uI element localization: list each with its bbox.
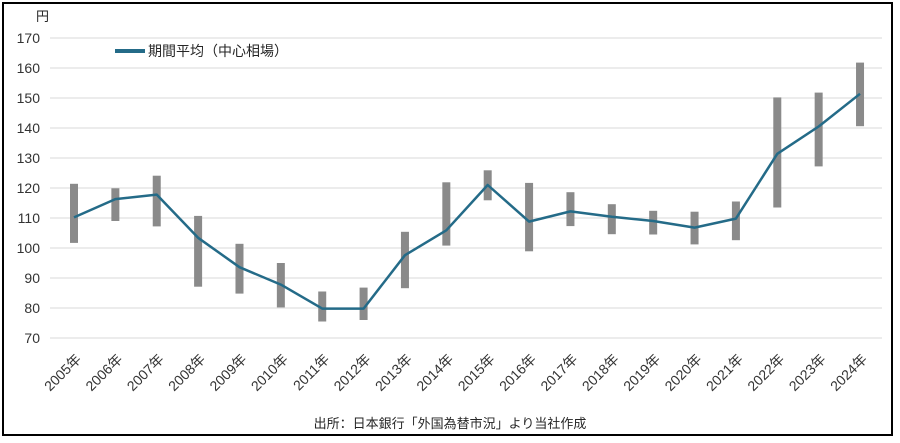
range-bar xyxy=(318,291,327,322)
x-tick-label: 2012年 xyxy=(330,351,373,394)
legend-line-swatch xyxy=(115,49,145,53)
x-tick-label: 2006年 xyxy=(82,351,125,394)
x-tick-label: 2017年 xyxy=(537,351,580,394)
range-bar xyxy=(194,215,203,287)
x-tick-label: 2015年 xyxy=(455,351,498,394)
range-bar xyxy=(111,188,120,221)
x-tick-label: 2018年 xyxy=(579,351,622,394)
range-bar xyxy=(442,182,451,246)
x-tick-label: 2007年 xyxy=(124,351,167,394)
x-tick-label: 2021年 xyxy=(703,351,746,394)
range-bar xyxy=(70,183,78,243)
y-tick-label: 70 xyxy=(24,330,40,346)
average-line xyxy=(73,92,861,310)
legend-series-label: 期間平均（中心相場） xyxy=(148,43,288,59)
x-tick-label: 2005年 xyxy=(41,351,84,394)
y-tick-label: 150 xyxy=(17,90,41,106)
range-bar xyxy=(814,92,823,167)
range-bar xyxy=(566,192,575,227)
range-bar xyxy=(607,204,616,235)
y-tick-label: 100 xyxy=(17,240,41,256)
range-bar xyxy=(649,210,658,235)
range-bar xyxy=(152,175,161,227)
x-tick-label: 2019年 xyxy=(620,351,663,394)
range-bar xyxy=(235,243,244,294)
x-tick-label: 2010年 xyxy=(248,351,291,394)
legend: 期間平均（中心相場） xyxy=(115,41,288,61)
x-tick-label: 2022年 xyxy=(744,351,787,394)
y-tick-label: 160 xyxy=(17,60,41,76)
x-tick-label: 2011年 xyxy=(290,351,333,394)
x-tick-label: 2008年 xyxy=(165,351,208,394)
range-bar xyxy=(731,201,740,241)
y-tick-label: 90 xyxy=(24,270,40,286)
y-tick-label: 130 xyxy=(17,150,41,166)
range-bar xyxy=(400,231,409,289)
range-bar xyxy=(359,287,368,320)
x-tick-label: 2023年 xyxy=(786,351,829,394)
y-tick-label: 120 xyxy=(17,180,41,196)
range-bar xyxy=(525,182,534,252)
y-axis-unit-label: 円 xyxy=(36,9,50,24)
x-tick-label: 2014年 xyxy=(413,351,456,394)
source-note: 出所：日本銀行「外国為替市況」より当社作成 xyxy=(313,416,587,431)
y-tick-label: 140 xyxy=(17,120,41,136)
x-tick-label: 2013年 xyxy=(372,351,415,394)
x-tick-label: 2009年 xyxy=(206,351,249,394)
y-tick-label: 80 xyxy=(24,300,40,316)
y-tick-label: 110 xyxy=(18,210,41,226)
x-tick-label: 2020年 xyxy=(661,351,704,394)
y-tick-label: 170 xyxy=(17,30,41,46)
x-tick-label: 2016年 xyxy=(496,351,539,394)
x-tick-label: 2024年 xyxy=(827,351,870,394)
